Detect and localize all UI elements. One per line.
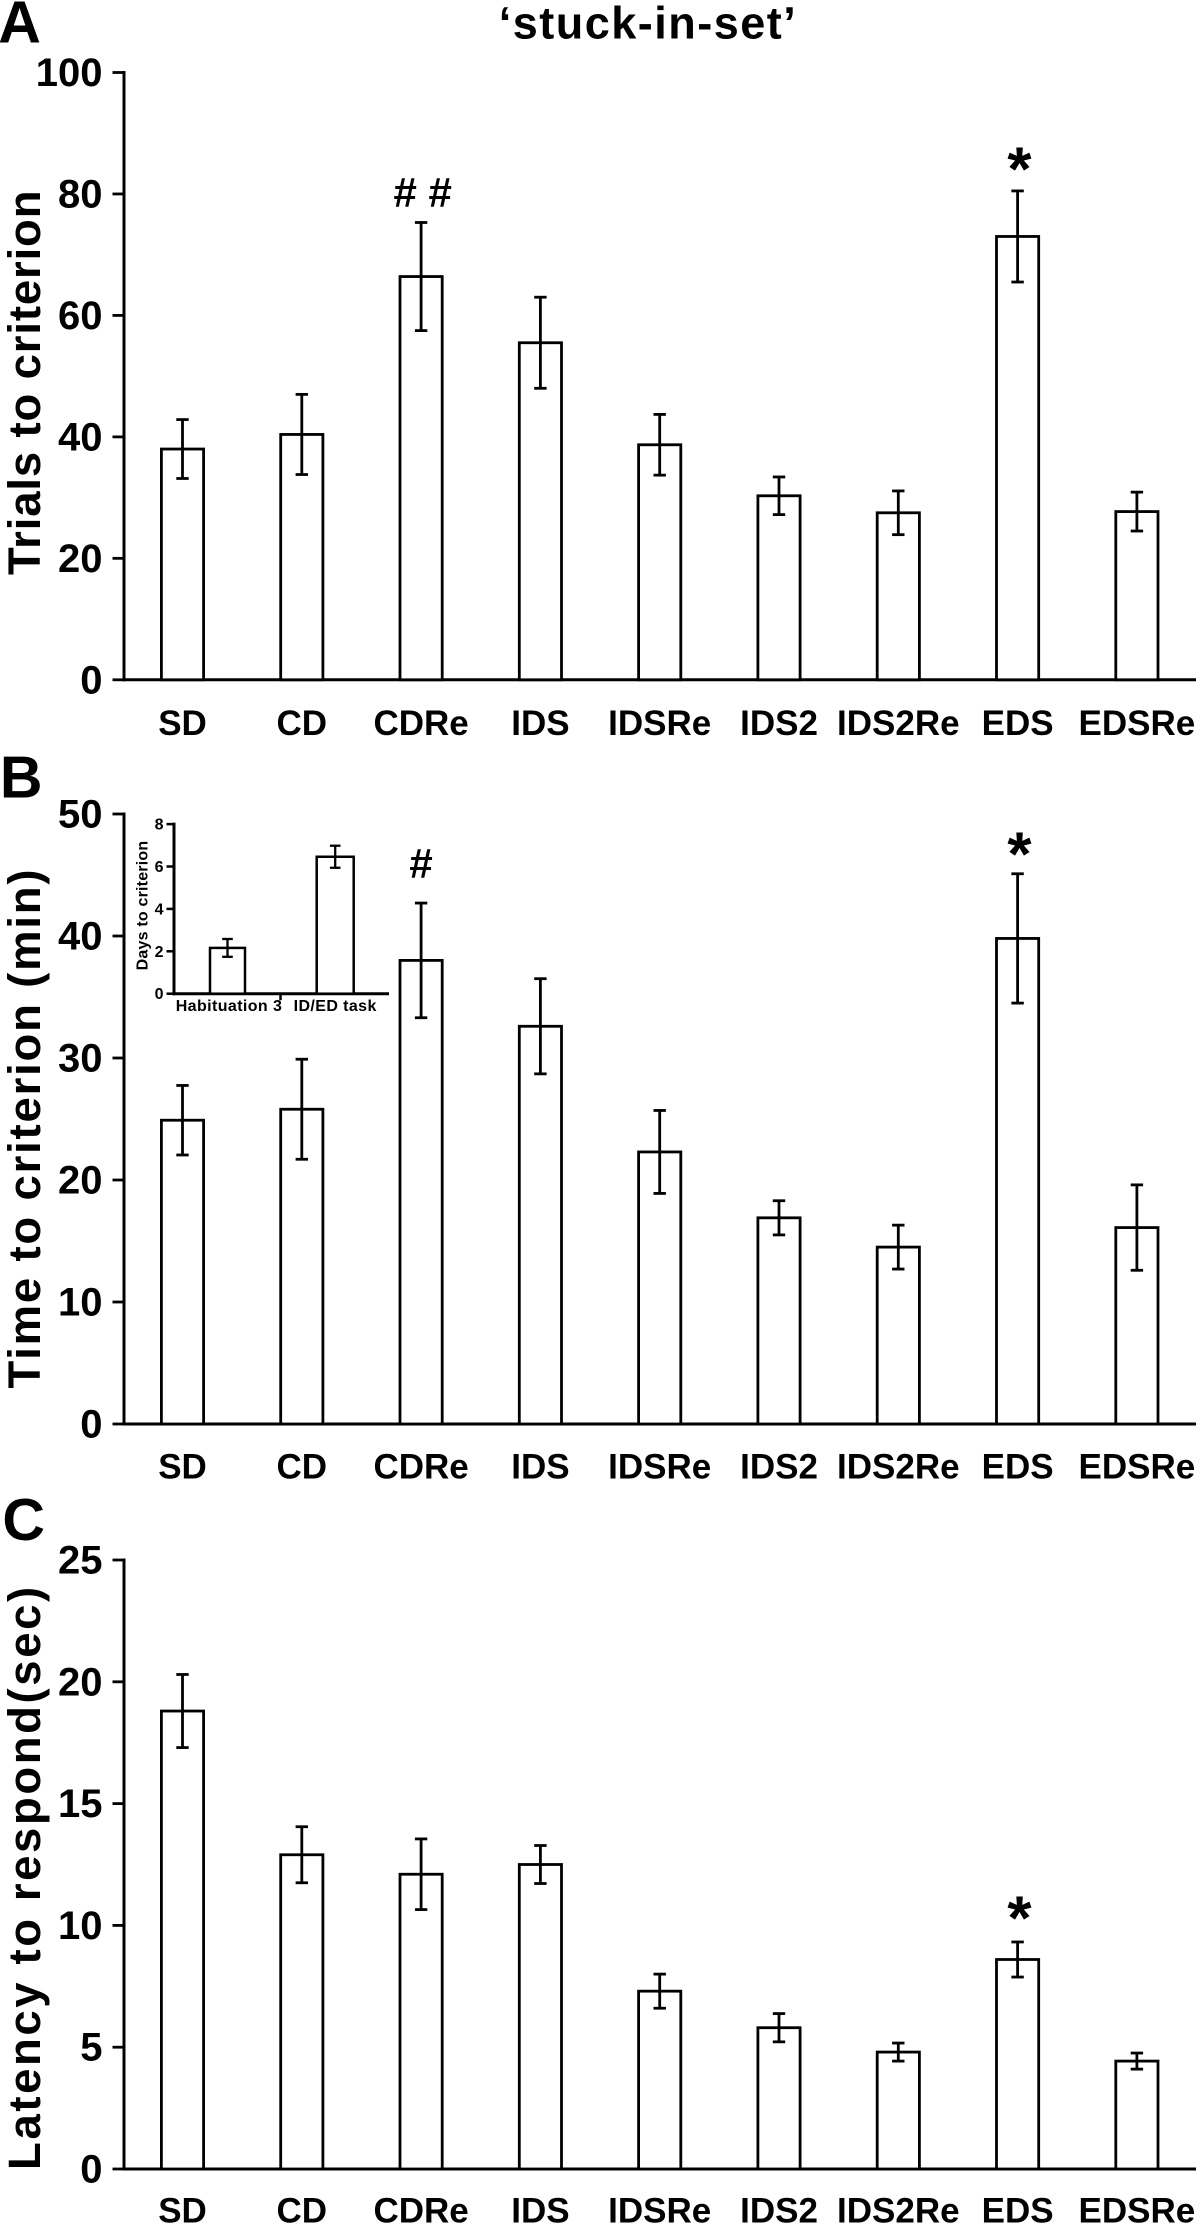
svg-text:SD: SD xyxy=(158,2192,207,2226)
svg-text:20: 20 xyxy=(58,537,103,581)
svg-text:100: 100 xyxy=(36,51,103,95)
svg-text:IDS: IDS xyxy=(511,2192,569,2226)
svg-text:10: 10 xyxy=(58,1904,103,1948)
svg-text:0: 0 xyxy=(80,1403,102,1447)
svg-text:IDS2Re: IDS2Re xyxy=(837,2192,960,2226)
svg-text:*: * xyxy=(1007,136,1032,205)
svg-text:25: 25 xyxy=(58,1539,103,1583)
svg-text:SD: SD xyxy=(158,1448,207,1487)
svg-text:40: 40 xyxy=(58,415,103,459)
svg-text:60: 60 xyxy=(58,294,103,338)
svg-text:5: 5 xyxy=(80,2026,102,2070)
svg-text:Days to criterion: Days to criterion xyxy=(135,841,152,971)
svg-text:CD: CD xyxy=(277,704,328,743)
svg-text:0: 0 xyxy=(80,2148,102,2192)
svg-text:CDRe: CDRe xyxy=(373,1448,468,1487)
svg-text:IDS: IDS xyxy=(511,1448,569,1487)
svg-text:EDSRe: EDSRe xyxy=(1079,2192,1196,2226)
svg-text:IDS2Re: IDS2Re xyxy=(837,1448,960,1487)
svg-text:# #: # # xyxy=(394,169,452,216)
svg-text:IDS2: IDS2 xyxy=(740,1448,818,1487)
svg-text:0: 0 xyxy=(80,658,102,702)
svg-text:#: # xyxy=(409,840,432,887)
svg-text:20: 20 xyxy=(58,1159,103,1203)
svg-text:ID/ED task: ID/ED task xyxy=(294,998,377,1015)
svg-text:CD: CD xyxy=(277,1448,328,1487)
svg-text:10: 10 xyxy=(58,1281,103,1325)
svg-text:IDSRe: IDSRe xyxy=(608,1448,711,1487)
svg-text:30: 30 xyxy=(58,1037,103,1081)
svg-text:EDSRe: EDSRe xyxy=(1079,704,1196,743)
svg-text:IDS2: IDS2 xyxy=(740,2192,818,2226)
svg-text:6: 6 xyxy=(155,859,164,876)
svg-text:C: C xyxy=(2,1487,45,1553)
svg-text:EDSRe: EDSRe xyxy=(1079,1448,1196,1487)
svg-text:SD: SD xyxy=(158,704,207,743)
svg-text:IDSRe: IDSRe xyxy=(608,2192,711,2226)
svg-text:Trials to criterion: Trials to criterion xyxy=(0,190,50,575)
svg-text:20: 20 xyxy=(58,1660,103,1704)
svg-text:Time to criterion (min): Time to criterion (min) xyxy=(0,868,50,1389)
svg-text:80: 80 xyxy=(58,172,103,216)
svg-text:15: 15 xyxy=(58,1782,103,1826)
svg-text:A: A xyxy=(0,0,41,56)
svg-text:EDS: EDS xyxy=(982,704,1054,743)
svg-text:0: 0 xyxy=(155,986,164,1003)
svg-text:IDS: IDS xyxy=(511,704,569,743)
svg-text:B: B xyxy=(0,745,43,811)
svg-text:‘stuck-in-set’: ‘stuck-in-set’ xyxy=(499,0,798,49)
svg-text:CDRe: CDRe xyxy=(373,2192,468,2226)
svg-text:IDS2: IDS2 xyxy=(740,704,818,743)
svg-text:CDRe: CDRe xyxy=(373,704,468,743)
svg-text:EDS: EDS xyxy=(982,1448,1054,1487)
svg-text:*: * xyxy=(1007,821,1032,890)
svg-text:IDSRe: IDSRe xyxy=(608,704,711,743)
svg-text:8: 8 xyxy=(155,817,164,834)
svg-text:Habituation 3: Habituation 3 xyxy=(176,998,283,1015)
svg-text:2: 2 xyxy=(155,944,164,961)
svg-text:40: 40 xyxy=(58,915,103,959)
svg-text:*: * xyxy=(1007,1885,1032,1954)
svg-text:Latency to respond(sec): Latency to respond(sec) xyxy=(0,1584,50,2170)
svg-text:CD: CD xyxy=(277,2192,328,2226)
svg-text:50: 50 xyxy=(58,793,103,837)
svg-text:EDS: EDS xyxy=(982,2192,1054,2226)
svg-text:4: 4 xyxy=(155,901,164,918)
svg-text:IDS2Re: IDS2Re xyxy=(837,704,960,743)
